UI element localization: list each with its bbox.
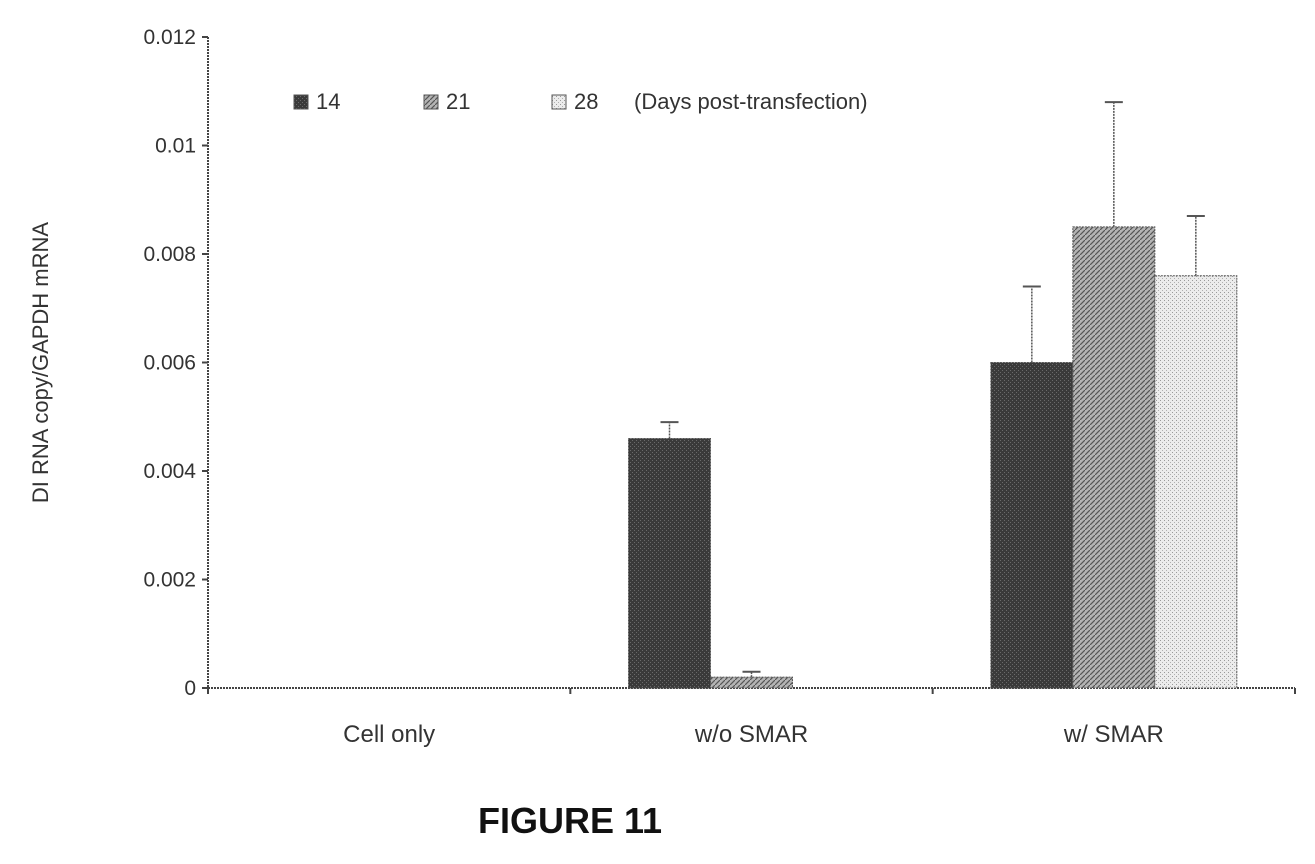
bar-28-2	[1154, 275, 1238, 689]
x-category-label: w/ SMAR	[1063, 721, 1164, 748]
y-tick-label: 0.012	[143, 26, 196, 49]
legend-label-14: 14	[316, 89, 340, 114]
y-tick-label: 0	[184, 677, 196, 700]
figure-caption: FIGURE 11	[477, 800, 663, 841]
bar-21-1	[710, 676, 793, 689]
bar-chart: 0 0.002 0.004 0.006 0.008 0.01 0.012 Cell only w…	[28, 26, 1296, 748]
y-tick-label: 0.004	[143, 460, 196, 483]
bar-21-2	[1072, 226, 1156, 689]
legend-suffix: (Days post-transfection)	[634, 89, 868, 114]
legend-swatch-14	[293, 94, 309, 110]
y-tick-label: 0.008	[143, 243, 196, 266]
x-category-label: w/o SMAR	[694, 721, 808, 748]
bars	[628, 101, 1238, 689]
bar-14-2	[990, 362, 1074, 689]
legend-label-28: 28	[574, 89, 598, 114]
bar-14-1	[628, 437, 711, 689]
legend-swatch-21	[423, 94, 439, 110]
legend: 14 21 28 (Days post-transfection)	[293, 89, 868, 114]
y-tick-label: 0.002	[143, 569, 196, 592]
legend-label-21: 21	[446, 89, 470, 114]
y-tick-label: 0.006	[143, 352, 196, 375]
x-category-label: Cell only	[343, 721, 435, 748]
axis-labels: 0 0.002 0.004 0.006 0.008 0.01 0.012 Cell only w…	[28, 26, 1164, 748]
y-axis-title: DI RNA copy/GAPDH mRNA	[28, 222, 53, 503]
y-tick-label: 0.01	[155, 135, 196, 158]
legend-swatch-28	[551, 94, 567, 110]
